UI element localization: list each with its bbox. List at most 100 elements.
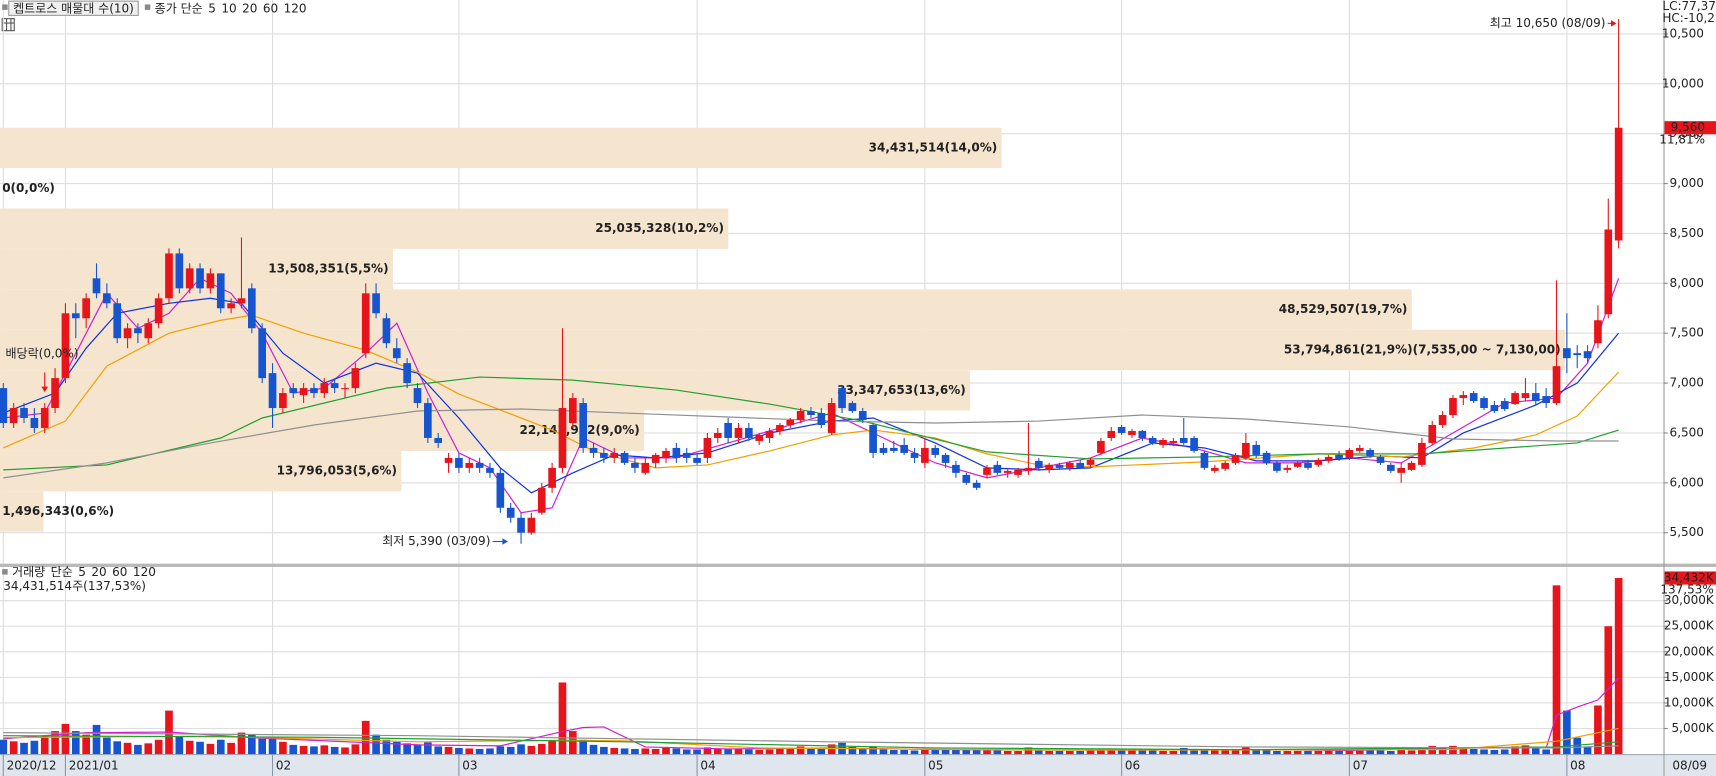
volume-bar [724,748,732,755]
candle-body [589,447,598,453]
candle-body [1034,460,1043,468]
volume-bar [1459,747,1468,755]
volume-bar [734,748,743,755]
candle-body [1169,440,1178,443]
volume-bar [444,746,453,755]
volume-bar [1573,737,1582,755]
volume-bar [20,742,28,755]
candle-body [931,447,940,455]
volume-bar [1273,751,1281,755]
x-axis-strip [0,754,1664,776]
volume-bar [827,744,836,755]
volume-bar [900,749,908,755]
last-price-label: 9,560 [1671,120,1705,134]
last-volume-box [1664,571,1716,585]
candle-body [1086,459,1095,465]
volume-profile-label: 1,496,343(0,6%) [2,504,114,518]
x-tick-label: 07 [1353,759,1368,773]
y-tick-label: 30,000K [1664,593,1715,607]
candle-body [1159,439,1167,445]
volume-bar [765,749,774,755]
candle-body [392,348,401,359]
candle-body [113,303,122,339]
candle-body [889,447,898,451]
volume-bar [279,741,287,755]
volume-bar [0,739,8,755]
volume-bar [1324,750,1333,755]
volume-bar [185,740,194,755]
candle-body [1542,396,1550,404]
volume-bar [858,748,867,755]
volume-bar [1252,749,1261,755]
candle-body [1469,393,1478,402]
volume-bar [941,749,950,755]
volume-bar [1552,585,1561,755]
candle-body [724,422,732,438]
volume-bar [1407,750,1416,755]
candle-body [838,388,846,409]
candle-body [475,462,484,468]
volume-bar [1014,751,1022,755]
candle-body [1552,366,1561,404]
candle-body [1407,462,1416,470]
candle-body [1055,464,1064,468]
volume-bar [889,749,898,755]
legend-box[interactable] [8,0,139,16]
candle-body [1283,467,1292,470]
volume-bar [475,748,484,755]
candle-body [299,388,308,396]
legend-label: 단순 [51,565,73,579]
volume-bar [879,749,888,755]
candle-body [1314,459,1323,465]
volume-bar [123,742,132,755]
volume-bar [1045,751,1053,755]
volume-bar [206,743,215,755]
legend-entry: 60 [263,1,278,15]
candle-body [1107,430,1116,438]
candle-body [1066,462,1074,468]
y-tick-label: 5,000K [1672,721,1715,735]
legend-entry: 120 [133,565,156,579]
volume-bar [1003,751,1012,755]
candle-body [424,403,432,438]
volume-bar [175,736,184,755]
y-tick-label: 6,500 [1670,425,1704,439]
candle-body [558,408,567,468]
candle-body [1117,426,1126,433]
y-tick-label: 7,000 [1670,376,1704,390]
x-tick-label: 05 [928,759,943,773]
y-tick-label: 7,500 [1670,326,1704,340]
volume-bar [568,731,577,755]
volume-profile-bar [0,450,402,492]
candle-body [268,373,277,409]
volume-profile-title[interactable]: 켑트로스 매물대 수(10) [13,1,134,15]
candle-body [1459,395,1468,399]
settings-icon[interactable] [1,18,15,32]
candle-body [662,450,670,458]
volume-bar [154,739,163,755]
y-tick-label: 9,000 [1670,176,1704,190]
volume-bar [1107,748,1116,755]
candle-body [227,303,235,309]
volume-bar [537,743,546,755]
candle-body [1179,437,1188,443]
volume-bar [330,746,339,755]
volume-bar [1169,751,1178,755]
candle-body [1076,462,1085,468]
volume-bar [1293,751,1302,755]
x-tick-label: 06 [1125,759,1140,773]
volume-bar [1200,749,1209,755]
legend-entry: 60 [112,565,127,579]
volume-bar [1148,750,1157,755]
volume-bar [517,744,525,755]
candle-body [279,393,287,409]
volume-bar [610,747,619,755]
volume-profile-label: 0(0,0%) [2,181,55,195]
candle-body [320,383,329,394]
volume-profile-bar [0,491,44,532]
high-arrowhead [1610,20,1617,27]
volume-bar [82,734,90,755]
candle-body [972,482,981,488]
high-label: 최고 10,650 (08/09) [1490,16,1606,30]
candle-body [858,411,867,421]
